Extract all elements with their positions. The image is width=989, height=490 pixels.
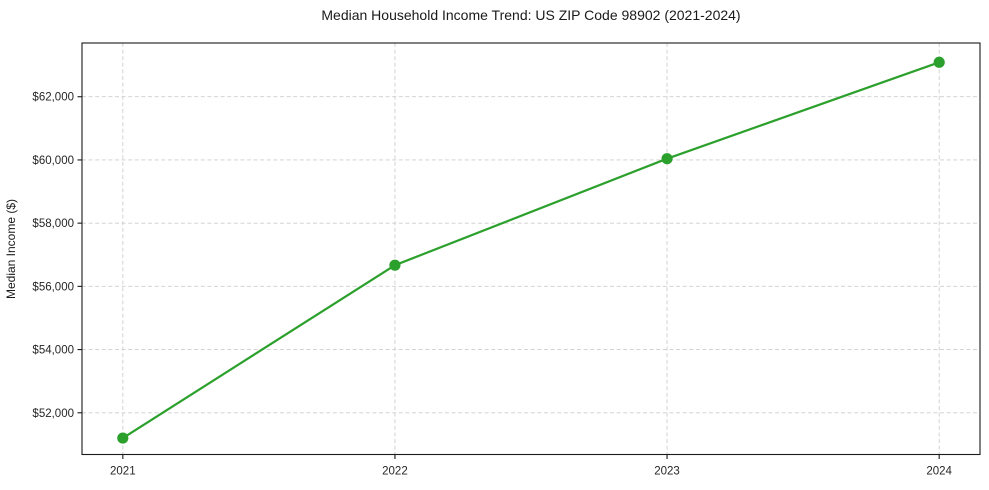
y-tick-label: $62,000 (32, 92, 74, 104)
y-tick-label: $60,000 (32, 155, 74, 167)
x-tick-label: 2022 (382, 466, 408, 478)
chart-title: Median Household Income Trend: US ZIP Co… (321, 7, 741, 23)
y-tick-label: $54,000 (32, 345, 74, 357)
y-axis-label: Median Income ($) (4, 198, 18, 300)
trend-line (121, 61, 941, 440)
data-point-marker (661, 153, 673, 165)
x-tick-label: 2024 (926, 466, 952, 478)
data-point-marker (933, 56, 945, 68)
y-tick-label: $58,000 (32, 218, 74, 230)
data-point-marker (117, 432, 129, 444)
y-tick-label: $56,000 (32, 281, 74, 293)
data-point-marker (389, 259, 401, 271)
y-tick-label: $52,000 (32, 408, 74, 420)
x-tick-label: 2023 (654, 466, 680, 478)
x-tick-label: 2021 (110, 466, 136, 478)
axes-spines (81, 42, 981, 456)
